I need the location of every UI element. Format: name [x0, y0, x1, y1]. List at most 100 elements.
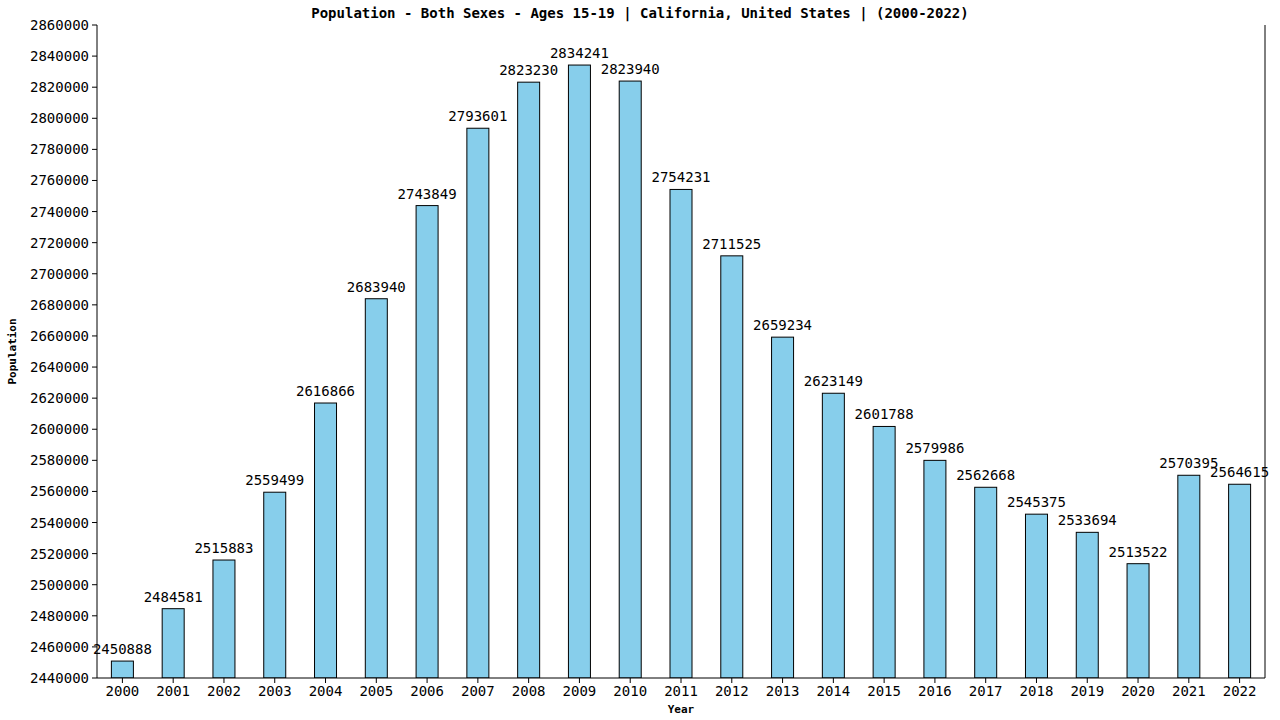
bar: [1178, 475, 1200, 678]
x-tick-label: 2000: [106, 683, 140, 699]
data-label: 2545375: [1007, 494, 1066, 510]
data-label: 2793601: [448, 108, 507, 124]
y-tick-label: 2800000: [30, 110, 89, 126]
data-label: 2515883: [194, 540, 253, 556]
data-label: 2623149: [804, 373, 863, 389]
x-tick-label: 2014: [816, 683, 850, 699]
bar: [924, 460, 946, 678]
x-tick-label: 2006: [410, 683, 444, 699]
bar: [162, 609, 184, 678]
y-tick: [92, 491, 97, 492]
x-axis-label: Year: [668, 703, 695, 716]
bar: [213, 560, 235, 678]
y-tick: [92, 87, 97, 88]
y-axis: [97, 25, 98, 678]
x-tick-label: 2015: [867, 683, 901, 699]
bar: [467, 128, 489, 678]
data-label: 2513522: [1109, 544, 1168, 560]
x-tick-label: 2010: [613, 683, 647, 699]
y-tick-label: 2480000: [30, 608, 89, 624]
y-tick-label: 2520000: [30, 546, 89, 562]
y-tick: [92, 211, 97, 212]
y-tick: [92, 56, 97, 57]
x-tick-label: 2012: [715, 683, 749, 699]
y-tick-label: 2640000: [30, 359, 89, 375]
bar: [111, 661, 133, 678]
data-label: 2834241: [550, 45, 609, 61]
y-tick: [92, 553, 97, 554]
bar: [873, 426, 895, 678]
x-tick-label: 2002: [207, 683, 241, 699]
y-tick: [92, 584, 97, 585]
data-label: 2559499: [245, 472, 304, 488]
y-tick: [92, 678, 97, 679]
y-tick: [92, 429, 97, 430]
x-tick-label: 2004: [309, 683, 343, 699]
y-tick: [92, 460, 97, 461]
y-tick: [92, 615, 97, 616]
bar: [1229, 484, 1251, 678]
bar: [315, 403, 337, 678]
y-tick-label: 2600000: [30, 421, 89, 437]
x-tick-label: 2021: [1172, 683, 1206, 699]
right-axis: [1265, 25, 1266, 678]
x-tick-label: 2001: [156, 683, 190, 699]
x-tick-label: 2020: [1121, 683, 1155, 699]
x-tick-label: 2007: [461, 683, 495, 699]
bar: [772, 337, 794, 678]
y-tick: [92, 180, 97, 181]
bar: [264, 492, 286, 678]
y-tick: [92, 118, 97, 119]
data-label: 2562668: [956, 467, 1015, 483]
y-tick: [92, 398, 97, 399]
bar: [1025, 514, 1047, 678]
x-tick-label: 2011: [664, 683, 698, 699]
y-tick-label: 2580000: [30, 452, 89, 468]
x-tick-label: 2018: [1020, 683, 1054, 699]
y-tick-label: 2860000: [30, 17, 89, 33]
y-tick: [92, 367, 97, 368]
data-label: 2579986: [905, 440, 964, 456]
x-tick-label: 2017: [969, 683, 1003, 699]
x-tick-label: 2016: [918, 683, 952, 699]
data-label: 2616866: [296, 383, 355, 399]
bar: [365, 299, 387, 678]
bar: [568, 65, 590, 678]
data-label: 2564615: [1210, 464, 1269, 480]
bars: [111, 65, 1250, 678]
y-tick: [92, 522, 97, 523]
bar: [416, 206, 438, 678]
y-tick-label: 2720000: [30, 235, 89, 251]
x-tick-label: 2005: [359, 683, 393, 699]
chart: Population - Both Sexes - Ages 15-19 | C…: [0, 0, 1280, 720]
data-label: 2659234: [753, 317, 812, 333]
y-tick-label: 2840000: [30, 48, 89, 64]
y-tick: [92, 335, 97, 336]
bar: [721, 256, 743, 678]
bar: [1127, 564, 1149, 678]
y-tick: [92, 149, 97, 150]
bar: [975, 487, 997, 678]
bar: [670, 189, 692, 678]
x-axis: [97, 678, 1265, 679]
y-tick-label: 2760000: [30, 172, 89, 188]
x-tick-label: 2022: [1223, 683, 1257, 699]
x-tick-label: 2013: [766, 683, 800, 699]
y-tick-label: 2560000: [30, 483, 89, 499]
data-label: 2683940: [347, 279, 406, 295]
y-tick: [92, 25, 97, 26]
data-label: 2533694: [1058, 512, 1117, 528]
y-tick-label: 2620000: [30, 390, 89, 406]
bar: [619, 81, 641, 678]
y-tick-label: 2540000: [30, 515, 89, 531]
y-axis-label: Population: [6, 318, 19, 384]
y-tick-label: 2700000: [30, 266, 89, 282]
y-tick: [92, 273, 97, 274]
data-label: 2711525: [702, 236, 761, 252]
x-tick-label: 2003: [258, 683, 292, 699]
x-tick-label: 2019: [1070, 683, 1104, 699]
y-tick-label: 2740000: [30, 204, 89, 220]
data-label: 2601788: [855, 406, 914, 422]
y-tick-label: 2660000: [30, 328, 89, 344]
data-label: 2484581: [144, 589, 203, 605]
